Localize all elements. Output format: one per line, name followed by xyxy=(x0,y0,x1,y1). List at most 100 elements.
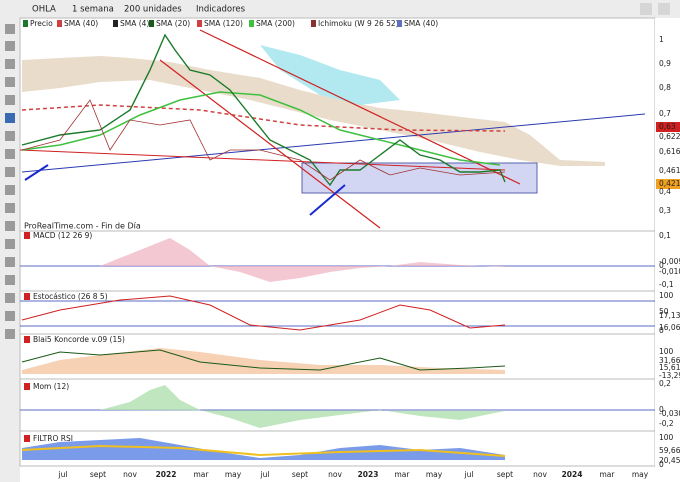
panel-tick-label: 16,06 xyxy=(659,323,680,332)
tool-icon[interactable] xyxy=(5,221,15,231)
sma-line xyxy=(21,91,501,166)
tool-icon[interactable] xyxy=(5,77,15,87)
legend-entry: Ichimoku (W 9 26 52) xyxy=(318,19,399,28)
rsi-area xyxy=(22,438,505,460)
legend-swatch xyxy=(311,20,316,27)
price-marker xyxy=(656,179,680,189)
tool-icon[interactable] xyxy=(5,59,15,69)
x-tick-label: mar xyxy=(600,470,616,479)
panel-tick-label: 100 xyxy=(659,291,674,300)
side-toolbar xyxy=(0,18,20,482)
tool-icon[interactable] xyxy=(5,41,15,51)
tool-icon[interactable] xyxy=(5,167,15,177)
panel-tick-label: -0,030 xyxy=(659,409,680,418)
symbol[interactable]: OHLA xyxy=(32,5,56,15)
x-tick-label: nov xyxy=(328,470,342,479)
legend-entry: Precio xyxy=(30,19,53,28)
panel-tick-label: 50 xyxy=(659,307,669,316)
tool-icon[interactable] xyxy=(5,203,15,213)
price-tick-label: 1 xyxy=(659,35,664,44)
mom-panel xyxy=(19,378,656,432)
rsi-line xyxy=(21,444,506,457)
chikou-line xyxy=(21,99,506,181)
koncorde-line xyxy=(21,349,506,371)
price-tick-label: 0,421 xyxy=(659,179,680,188)
tool-icon[interactable] xyxy=(5,293,15,303)
trend-line xyxy=(159,59,381,229)
panel-tick-label: 0 xyxy=(659,326,664,335)
panel-icon xyxy=(24,232,30,239)
legend-swatch xyxy=(197,20,202,27)
x-tick-label: may xyxy=(225,470,242,479)
x-tick-label: nov xyxy=(123,470,137,479)
panel-tick-label: 20,45 xyxy=(659,456,680,465)
arrow xyxy=(24,164,49,181)
legend-entry: SMA (120) xyxy=(204,19,243,28)
price-tick-label: 0,63 xyxy=(659,122,676,131)
tool-icon[interactable] xyxy=(5,329,15,339)
toolbar xyxy=(0,0,680,18)
price-panel xyxy=(19,17,656,232)
price-tick-label: 0,622 xyxy=(659,132,680,141)
price-line xyxy=(21,33,506,187)
panel-tick-label: 100 xyxy=(659,433,674,442)
tool-icon[interactable] xyxy=(5,311,15,321)
tool-icon[interactable] xyxy=(5,149,15,159)
panel-icon xyxy=(24,383,30,390)
x-tick-label: sept xyxy=(497,470,513,479)
x-tick-label: may xyxy=(426,470,443,479)
units[interactable]: 200 unidades xyxy=(124,5,182,15)
price-tick-label: 0,3 xyxy=(659,206,671,215)
arrow xyxy=(309,184,346,216)
window-button[interactable] xyxy=(658,3,670,15)
mom-area xyxy=(100,385,505,428)
x-tick-label: sept xyxy=(90,470,106,479)
price-tick-label: 0,9 xyxy=(659,59,671,68)
koncorde-area xyxy=(22,348,505,374)
window-button[interactable] xyxy=(640,3,652,15)
x-tick-label: 2022 xyxy=(156,470,177,479)
panel-tick-label: 59,66 xyxy=(659,446,680,455)
x-tick-label: mar xyxy=(194,470,210,479)
tool-icon[interactable] xyxy=(5,257,15,267)
panel-tick-label: -0,010 xyxy=(659,267,680,276)
macd-area xyxy=(100,238,505,282)
panel-title: FILTRO RSI xyxy=(33,434,73,443)
x-tick-label: jul xyxy=(58,470,68,479)
stoch-line xyxy=(21,295,506,331)
x-tick-label: mar xyxy=(395,470,411,479)
legend-swatch xyxy=(397,20,402,27)
trend-line xyxy=(21,113,646,173)
x-tick-label: 2023 xyxy=(358,470,379,479)
panel-tick-label: -13,29 xyxy=(659,371,680,380)
legend-swatch xyxy=(249,20,254,27)
legend-swatch xyxy=(23,20,28,27)
tool-icon[interactable] xyxy=(5,131,15,141)
trend-line xyxy=(199,29,521,185)
x-tick-label: 2024 xyxy=(562,470,583,479)
panel-title: Mom (12) xyxy=(33,382,69,391)
panel-tick-label: 100 xyxy=(659,347,674,356)
price-tick-label: 0,616 xyxy=(659,147,680,156)
tool-icon[interactable] xyxy=(5,24,15,34)
tool-icon[interactable] xyxy=(5,95,15,105)
x-tick-label: may xyxy=(632,470,649,479)
panel-tick-label: 0,1 xyxy=(659,231,671,240)
x-tick-label: nov xyxy=(533,470,547,479)
tool-icon[interactable] xyxy=(5,275,15,285)
legend-entry: SMA (200) xyxy=(256,19,295,28)
panel-icon xyxy=(24,435,30,442)
panel-title: Blai5 Koncorde v.09 (15) xyxy=(33,335,125,344)
tool-icon[interactable] xyxy=(5,185,15,195)
tool-icon[interactable] xyxy=(5,113,15,123)
legend-swatch xyxy=(113,20,118,27)
price-axis xyxy=(655,18,680,466)
indicators[interactable]: Indicadores xyxy=(196,5,246,15)
period[interactable]: 1 semana xyxy=(72,5,114,15)
tool-icon[interactable] xyxy=(5,239,15,249)
panel-title: Estocástico (26 8 5) xyxy=(33,292,108,301)
x-tick-label: jul xyxy=(260,470,270,479)
price-marker xyxy=(656,122,680,132)
legend-entry: SMA (40) xyxy=(64,19,98,28)
price-tick-label: 0,8 xyxy=(659,83,671,92)
